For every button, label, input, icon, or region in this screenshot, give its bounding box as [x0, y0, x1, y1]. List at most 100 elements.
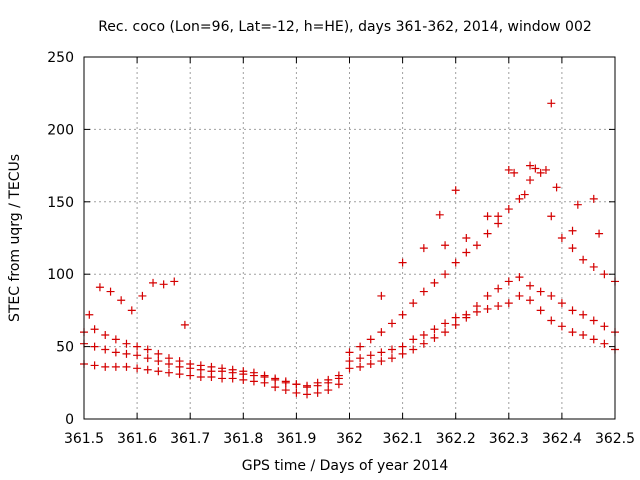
data-point [398, 349, 407, 358]
data-point [149, 278, 158, 287]
data-point [504, 165, 513, 174]
data-point [494, 219, 503, 228]
data-point [218, 374, 227, 383]
data-point [239, 367, 248, 376]
data-point [600, 270, 609, 279]
data-point [175, 370, 184, 379]
data-points [80, 99, 619, 399]
x-tick-label: 361.7 [170, 431, 210, 447]
x-tick-label: 362 [336, 431, 363, 447]
plot-frame [83, 56, 616, 420]
data-point [547, 316, 556, 325]
data-point [430, 333, 439, 342]
data-point [196, 361, 205, 370]
data-point [462, 234, 471, 242]
chart-title: Rec. coco (Lon=96, Lat=-12, h=HE), days … [98, 19, 592, 35]
data-point [526, 161, 535, 170]
data-point [387, 345, 396, 354]
data-point [579, 255, 588, 264]
y-tick-label: 200 [47, 122, 74, 138]
data-point [547, 291, 556, 300]
data-point [472, 302, 481, 311]
data-point [117, 296, 126, 305]
data-point [589, 194, 598, 203]
data-point [451, 186, 460, 195]
data-point [228, 365, 237, 374]
x-axis-label: GPS time / Days of year 2014 [242, 458, 449, 474]
data-point [377, 328, 386, 337]
data-point [557, 299, 566, 308]
data-point [547, 99, 556, 108]
data-point [419, 287, 428, 296]
x-tick-labels: 361.5 361.6 361.7 361.8 361.9 362 362.1 362.2 36… [64, 431, 635, 447]
data-point [451, 258, 460, 267]
data-point [435, 210, 444, 219]
data-point [122, 362, 131, 371]
data-point [180, 320, 189, 329]
data-point [366, 359, 375, 368]
data-point [430, 325, 439, 334]
data-point [515, 273, 524, 282]
data-point [504, 277, 513, 286]
data-point [271, 383, 280, 392]
data-point [186, 371, 195, 380]
data-point [143, 365, 152, 374]
data-point [568, 244, 577, 253]
data-point [133, 364, 142, 373]
data-point [579, 331, 588, 340]
data-point [409, 345, 418, 354]
data-point [122, 339, 131, 348]
data-point [186, 359, 195, 368]
data-point [441, 241, 450, 250]
data-point [356, 362, 365, 371]
data-point [494, 302, 503, 311]
data-point [377, 291, 386, 300]
data-point [377, 348, 386, 357]
data-point [441, 270, 450, 279]
data-point [90, 325, 99, 334]
data-point [196, 373, 205, 382]
data-point [510, 168, 519, 177]
x-tick-label: 362.4 [542, 431, 582, 447]
data-point [472, 241, 481, 250]
data-point [90, 342, 99, 351]
data-point [526, 176, 535, 185]
data-point [143, 354, 152, 363]
data-point [568, 306, 577, 315]
data-point [589, 262, 598, 271]
data-point [531, 164, 540, 173]
data-point [356, 342, 365, 351]
x-tick-label: 361.9 [276, 431, 316, 447]
data-point [387, 354, 396, 363]
data-point [170, 277, 179, 286]
data-point [526, 281, 535, 290]
data-point [568, 328, 577, 337]
data-point [557, 234, 566, 242]
y-tick-labels: 0 50 100 150 200 250 [47, 50, 74, 428]
data-point [133, 351, 142, 360]
data-point [313, 388, 322, 397]
data-point [568, 226, 577, 235]
data-point [451, 320, 460, 329]
data-point [366, 335, 375, 344]
data-point [127, 306, 136, 315]
x-tick-label: 361.5 [64, 431, 104, 447]
data-point [90, 361, 99, 370]
x-tick-label: 362.1 [383, 431, 423, 447]
data-point [324, 386, 333, 395]
data-point [356, 354, 365, 363]
data-point [249, 368, 258, 377]
data-point [303, 390, 312, 399]
data-point [409, 299, 418, 308]
data-point [419, 331, 428, 340]
data-point [589, 316, 598, 325]
data-point [589, 335, 598, 344]
x-tick-label: 362.2 [436, 431, 476, 447]
data-point [398, 342, 407, 351]
y-tick-label: 50 [56, 340, 74, 356]
data-point [111, 362, 120, 371]
data-point [260, 371, 269, 380]
data-point [547, 212, 556, 221]
data-point [164, 354, 173, 363]
data-point [143, 345, 152, 354]
